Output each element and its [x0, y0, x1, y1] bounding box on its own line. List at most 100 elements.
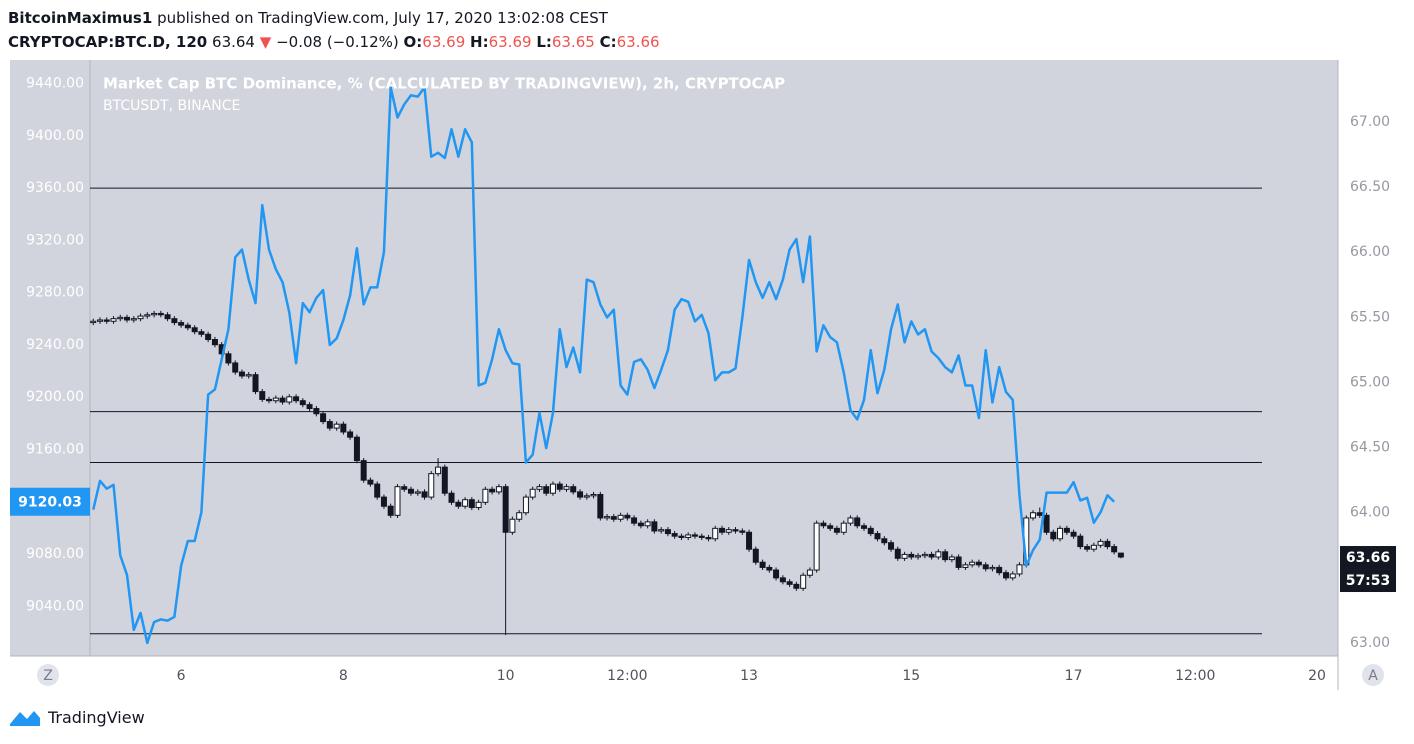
candle-body	[428, 473, 435, 498]
candle-body	[151, 312, 158, 316]
x-tick-label: 13	[740, 668, 758, 684]
candle-body	[664, 529, 671, 535]
y-tick-label: 9160.00	[26, 441, 84, 457]
candle-body	[698, 535, 705, 538]
change: −0.08 (−0.12%)	[276, 33, 399, 51]
candle-body	[529, 488, 536, 498]
arrow: ▼	[259, 33, 272, 51]
candle-body	[306, 404, 313, 410]
candle-body	[367, 479, 374, 485]
candle-body	[144, 314, 151, 317]
candle-body	[164, 314, 171, 320]
y2-tick-label: 65.50	[1350, 309, 1390, 325]
candle-body	[942, 551, 949, 561]
candle-body	[495, 486, 502, 493]
candle-body	[549, 483, 556, 494]
candle-body	[705, 536, 712, 540]
y-tick-label: 9320.00	[26, 232, 84, 248]
candle-body	[597, 493, 604, 519]
candle-body	[624, 514, 631, 519]
y2-tick-label: 64.50	[1350, 440, 1390, 456]
candle-body	[401, 486, 408, 490]
candle-body	[1057, 527, 1064, 540]
candle-body	[752, 548, 759, 563]
candle-body	[205, 333, 212, 341]
brand-logo	[10, 711, 40, 726]
high: 63.69	[488, 33, 532, 51]
candle-body	[651, 521, 658, 532]
candle-body	[340, 423, 347, 433]
candle-body	[915, 555, 922, 558]
candle-body	[610, 516, 617, 520]
candle-body	[793, 583, 800, 589]
y-tick-label: 9280.00	[26, 285, 84, 301]
axes: 9040.009080.009120.009160.009200.009240.…	[10, 76, 1396, 684]
candle-body	[773, 569, 780, 579]
candle-body	[766, 566, 773, 571]
candle-body	[178, 322, 185, 326]
candle-body	[989, 566, 996, 570]
candle-body	[238, 371, 245, 377]
x-tick-label: 17	[1065, 668, 1083, 684]
y2-tick-label: 64.00	[1350, 505, 1390, 521]
candle-body	[1003, 572, 1010, 579]
publish-line: BitcoinMaximus1 published on TradingView…	[8, 6, 660, 30]
candle-body	[320, 413, 327, 423]
candle-body	[867, 527, 874, 535]
candle-body	[211, 339, 218, 346]
candle-body	[198, 331, 205, 335]
candle-body	[996, 566, 1003, 574]
published: published on TradingView.com, July 17, 2…	[157, 9, 608, 27]
candle-body	[1030, 512, 1037, 519]
candle-body	[184, 324, 191, 329]
candle-body	[536, 486, 543, 490]
scale-button-label[interactable]: Z	[43, 668, 53, 684]
candle-body	[901, 553, 908, 559]
panel	[10, 60, 1338, 656]
candle-body	[407, 488, 414, 494]
candle-body	[563, 486, 570, 490]
candle-body	[955, 556, 962, 568]
candle-body	[888, 542, 895, 550]
candle-body	[299, 400, 306, 406]
y2-tick-label: 67.00	[1350, 114, 1390, 130]
candle-body	[117, 316, 124, 320]
auto-button-label[interactable]: A	[1368, 668, 1378, 684]
x-tick-label: 6	[177, 668, 186, 684]
countdown-box	[1340, 569, 1396, 593]
y-tick-label: 9200.00	[26, 389, 84, 405]
candle-body	[482, 488, 489, 503]
high-label: H:	[470, 33, 489, 51]
x-tick-label: 15	[902, 668, 920, 684]
candle-body	[1084, 546, 1091, 550]
candle-body	[462, 499, 469, 507]
candle-body	[522, 496, 529, 514]
candle-body	[489, 488, 496, 493]
x-tick-label: 12:00	[1175, 668, 1215, 684]
candle-body	[1043, 514, 1050, 533]
scale-button[interactable]	[37, 664, 59, 686]
candle-body	[779, 577, 786, 583]
candle-body	[935, 551, 942, 558]
candle-body	[326, 421, 333, 429]
candle-body	[171, 318, 178, 324]
candle-body	[739, 530, 746, 533]
y-tick-label: 9400.00	[26, 128, 84, 144]
candle-body	[394, 486, 401, 516]
candle-body	[1036, 512, 1043, 516]
candle-body	[948, 556, 955, 561]
candle-body	[90, 320, 97, 324]
candle-body	[786, 581, 793, 585]
candle-body	[1117, 552, 1124, 558]
candle-body	[604, 516, 611, 519]
auto-button[interactable]	[1362, 664, 1384, 686]
candle-body	[854, 517, 861, 527]
candle-body	[137, 315, 144, 320]
candle-body	[928, 553, 935, 558]
candle-body	[1009, 573, 1016, 579]
x-tick-label: 8	[339, 668, 348, 684]
brand-name: TradingView	[48, 707, 145, 727]
candle-body	[881, 538, 888, 544]
candle-body	[969, 561, 976, 566]
